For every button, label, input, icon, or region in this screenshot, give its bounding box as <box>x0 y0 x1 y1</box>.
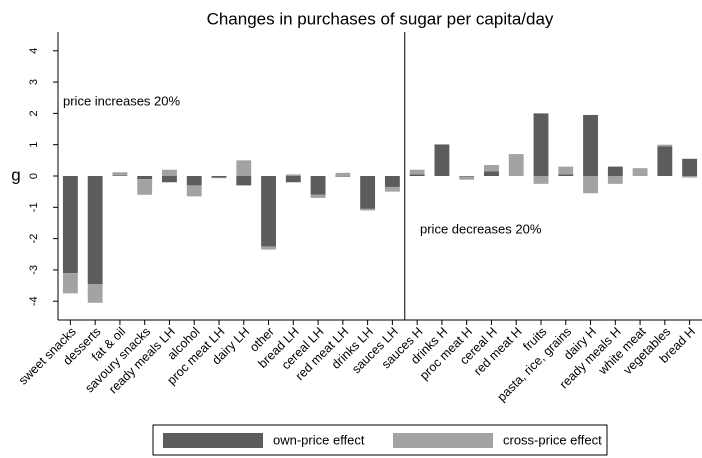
bar <box>632 168 648 176</box>
bar <box>335 176 351 177</box>
bar <box>583 176 598 194</box>
bar <box>508 154 524 176</box>
bar <box>484 171 499 176</box>
bar <box>682 176 698 178</box>
bar <box>533 113 549 176</box>
bar <box>186 185 202 197</box>
bar <box>459 176 475 177</box>
bar <box>533 176 549 184</box>
legend-swatch <box>393 433 493 448</box>
legend-label: own-price effect <box>273 432 365 447</box>
bar <box>87 284 103 303</box>
bar <box>211 176 227 178</box>
legend-label: cross-price effect <box>503 432 602 447</box>
legend-swatch <box>163 433 263 448</box>
y-axis-label: g <box>11 165 20 184</box>
bar <box>62 273 78 294</box>
bar <box>558 166 574 175</box>
y-tick-label: -1 <box>28 202 40 212</box>
bar <box>112 175 128 176</box>
bar <box>409 174 425 176</box>
annotation: price increases 20% <box>63 93 180 108</box>
y-tick-label: -3 <box>28 265 40 275</box>
bar <box>261 176 276 247</box>
bar <box>384 176 400 187</box>
bar <box>162 169 177 176</box>
bar <box>261 246 276 250</box>
y-tick-label: 0 <box>28 173 40 179</box>
y-tick-label: -4 <box>28 296 40 306</box>
bar <box>657 146 673 176</box>
bar <box>360 176 376 209</box>
bar <box>360 208 376 211</box>
bar <box>409 169 425 175</box>
bar <box>112 172 128 176</box>
bar <box>87 176 103 284</box>
y-tick-label: 3 <box>28 79 40 85</box>
bar <box>236 160 252 176</box>
bar <box>310 194 326 198</box>
bar <box>434 144 450 145</box>
bar <box>682 158 698 176</box>
y-tick-label: 2 <box>28 110 40 116</box>
bar <box>657 144 673 147</box>
bar <box>186 176 202 186</box>
bar <box>434 144 450 176</box>
bar <box>310 176 326 195</box>
bar <box>484 165 499 172</box>
bar <box>583 114 598 176</box>
chart-title: Changes in purchases of sugar per capita… <box>207 9 554 28</box>
bar <box>137 179 153 195</box>
bar <box>285 174 301 176</box>
bar <box>211 177 227 179</box>
y-tick-label: 4 <box>28 48 40 54</box>
bar <box>137 176 153 180</box>
bar <box>62 176 78 274</box>
bar <box>558 174 574 176</box>
y-tick-label: 1 <box>28 142 40 148</box>
bar <box>607 166 623 176</box>
annotation: price decreases 20% <box>420 221 542 236</box>
bar <box>384 186 400 192</box>
bar <box>236 176 252 186</box>
y-tick-label: -2 <box>28 234 40 244</box>
bar <box>459 176 475 180</box>
bar <box>285 176 301 183</box>
bar <box>162 176 177 183</box>
bar <box>335 172 351 176</box>
bar <box>607 176 623 184</box>
